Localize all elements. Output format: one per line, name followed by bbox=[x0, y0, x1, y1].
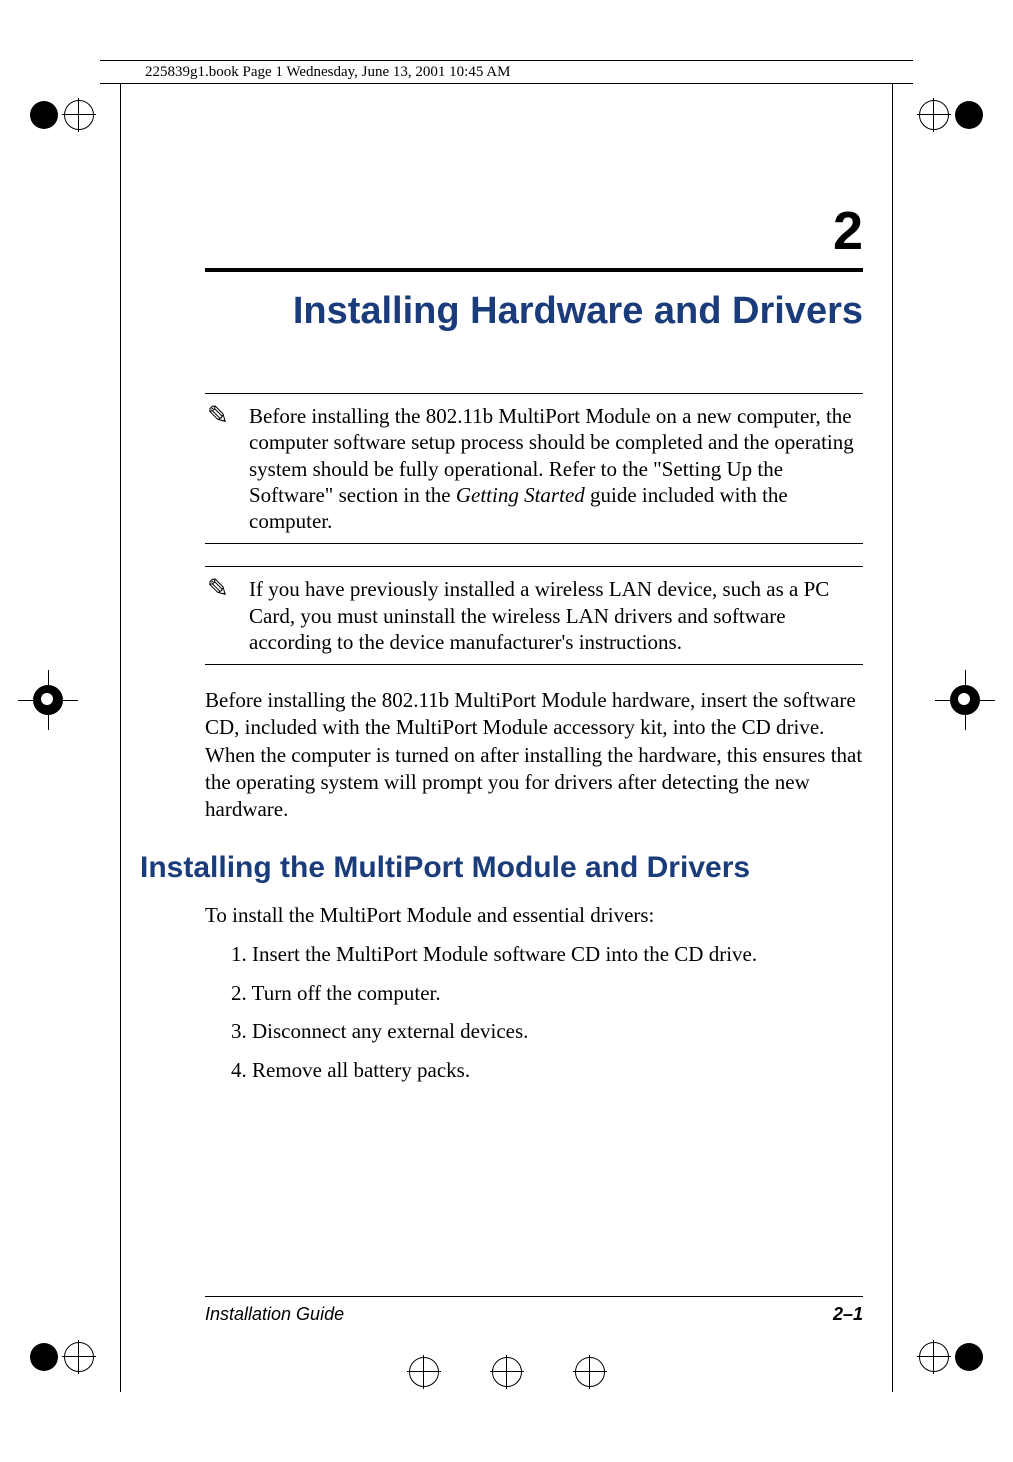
frame-rule-left bbox=[120, 84, 121, 1392]
running-head: 225839g1.book Page 1 Wednesday, June 13,… bbox=[100, 60, 913, 84]
crop-dot-icon bbox=[30, 1343, 58, 1371]
step-item: 3. Disconnect any external devices. bbox=[231, 1015, 863, 1048]
registration-mark-mid-right bbox=[935, 670, 995, 730]
page-footer: Installation Guide 2–1 bbox=[205, 1296, 863, 1326]
pencil-icon: ✎ bbox=[207, 403, 229, 429]
note-text: If you have previously installed a wirel… bbox=[249, 577, 829, 654]
runhead-rule-top bbox=[100, 60, 913, 61]
step-item: 1. Insert the MultiPort Module software … bbox=[231, 938, 863, 971]
footer-rule bbox=[205, 1296, 863, 1297]
crosshair-icon bbox=[917, 1340, 951, 1374]
note-block: ✎ If you have previously installed a wir… bbox=[205, 566, 863, 665]
step-item: 2. Turn off the computer. bbox=[231, 977, 863, 1010]
chapter-number: 2 bbox=[205, 200, 863, 262]
running-head-text: 225839g1.book Page 1 Wednesday, June 13,… bbox=[145, 64, 510, 81]
registration-mark-top-left bbox=[30, 80, 100, 150]
note-text-italic: Getting Started bbox=[456, 483, 585, 507]
step-item: 4. Remove all battery packs. bbox=[231, 1054, 863, 1087]
crosshair-icon bbox=[62, 1340, 96, 1374]
registration-mark-mid-left bbox=[18, 670, 78, 730]
steps-intro: To install the MultiPort Module and esse… bbox=[205, 899, 863, 932]
note-text: Before installing the 802.11b MultiPort … bbox=[249, 404, 854, 533]
footer-right: 2–1 bbox=[833, 1304, 863, 1325]
note-block: ✎ Before installing the 802.11b MultiPor… bbox=[205, 393, 863, 544]
registration-marks-bottom-center bbox=[407, 1352, 607, 1392]
crosshair-icon bbox=[407, 1355, 441, 1389]
body-paragraph: Before installing the 802.11b MultiPort … bbox=[205, 687, 863, 823]
registration-mark-bottom-right bbox=[913, 1322, 983, 1392]
crop-dot-icon bbox=[955, 1343, 983, 1371]
page-content: 2 Installing Hardware and Drivers ✎ Befo… bbox=[205, 200, 863, 1092]
crosshair-icon bbox=[31, 683, 65, 717]
section-heading: Installing the MultiPort Module and Driv… bbox=[140, 851, 863, 885]
crop-dot-icon bbox=[30, 101, 58, 129]
crosshair-icon bbox=[62, 98, 96, 132]
frame-rule-right bbox=[892, 84, 893, 1392]
crosshair-icon bbox=[917, 98, 951, 132]
pencil-icon: ✎ bbox=[207, 576, 229, 602]
footer-left: Installation Guide bbox=[205, 1304, 344, 1325]
crosshair-icon bbox=[573, 1355, 607, 1389]
crosshair-icon bbox=[948, 683, 982, 717]
print-preview-page: 225839g1.book Page 1 Wednesday, June 13,… bbox=[0, 0, 1013, 1462]
steps-list: To install the MultiPort Module and esse… bbox=[205, 899, 863, 1086]
chapter-title: Installing Hardware and Drivers bbox=[205, 290, 863, 333]
runhead-rule-bottom bbox=[100, 83, 913, 84]
registration-mark-top-right bbox=[913, 80, 983, 150]
chapter-rule bbox=[205, 268, 863, 272]
crosshair-icon bbox=[490, 1355, 524, 1389]
crop-dot-icon bbox=[955, 101, 983, 129]
registration-mark-bottom-left bbox=[30, 1322, 100, 1392]
